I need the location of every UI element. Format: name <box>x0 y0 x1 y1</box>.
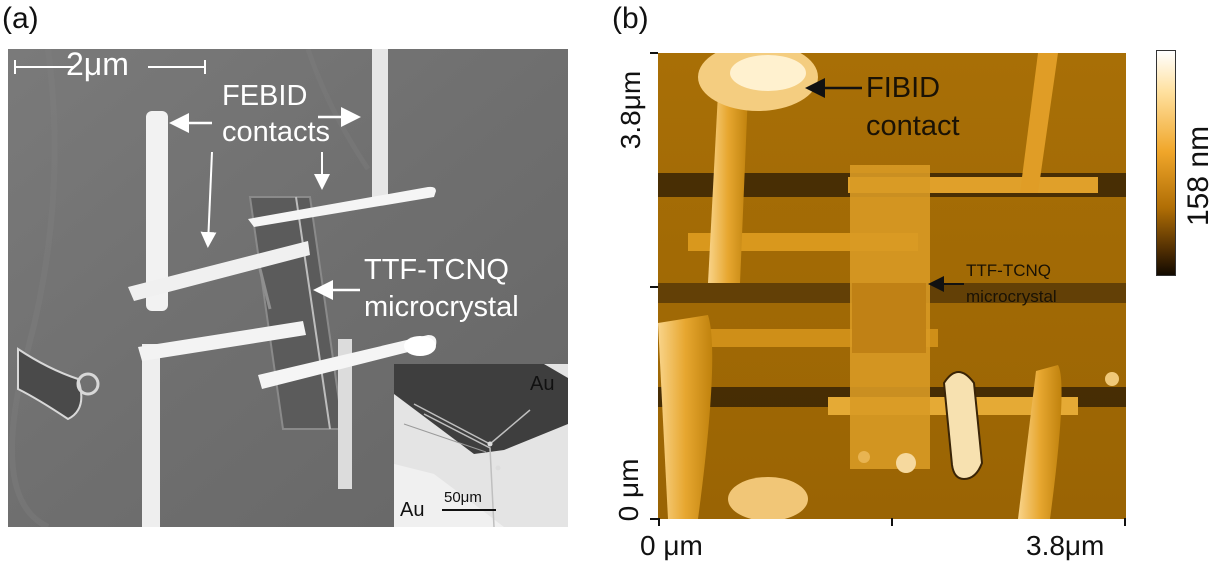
y-axis-top-label: 3.8μm <box>615 70 646 150</box>
inset-scale-bar <box>442 509 496 511</box>
x-tick-left <box>658 518 660 526</box>
scale-bar-line-left <box>14 66 74 68</box>
panel-b-arrows <box>805 78 964 292</box>
fibid-label-line1: FIBID <box>866 72 941 104</box>
febid-label-line2: contacts <box>222 116 330 148</box>
scale-bar-tick-right <box>204 60 206 74</box>
y-axis-bottom-label: 0 μm <box>613 458 644 522</box>
panel-a-label: (a) <box>2 2 39 35</box>
panel-b-label: (b) <box>612 2 649 35</box>
colorbar-label: 158 nm <box>1182 125 1215 226</box>
inset-image <box>394 364 568 527</box>
inset-au-top: Au <box>530 373 555 395</box>
y-tick-bottom <box>650 518 658 520</box>
inset-scale-label: 50μm <box>444 489 482 506</box>
x-tick-right <box>1124 518 1126 526</box>
febid-label-line1: FEBID <box>222 80 308 112</box>
sem-image <box>8 49 568 527</box>
scale-bar-label: 2μm <box>66 46 129 82</box>
colorbar <box>1156 50 1176 276</box>
inset-au-bottom: Au <box>400 499 425 521</box>
ttf-tcnq-label-a-line2: microcrystal <box>364 291 519 323</box>
scale-bar-line-right <box>148 66 206 68</box>
ttf-tcnq-label-b-line2: microcrystal <box>966 287 1057 306</box>
ttf-tcnq-label-b-line1: TTF-TCNQ <box>966 261 1051 280</box>
scale-bar-tick-left <box>14 60 16 74</box>
x-axis-left-label: 0 μm <box>640 530 703 561</box>
x-axis-right-label: 3.8μm <box>1026 530 1105 561</box>
panel-a-arrows <box>169 107 361 300</box>
afm-image <box>658 53 1126 519</box>
fibid-label-line2: contact <box>866 110 960 142</box>
x-tick-mid <box>891 518 893 526</box>
y-tick-top <box>650 52 658 54</box>
ttf-tcnq-label-a-line1: TTF-TCNQ <box>364 254 509 286</box>
y-tick-mid <box>650 286 658 288</box>
